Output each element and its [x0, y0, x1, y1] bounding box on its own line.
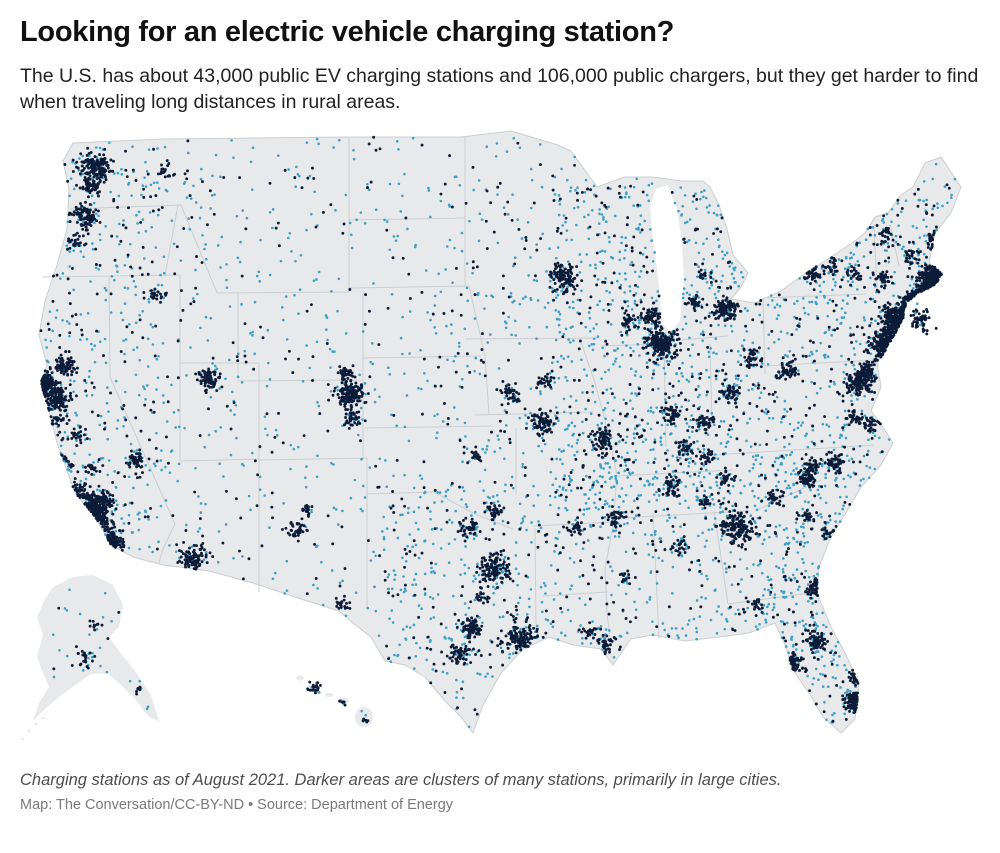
subtitle: The U.S. has about 43,000 public EV char…	[20, 65, 979, 114]
map-credit: Map: The Conversation/CC-BY-ND • Source:…	[20, 797, 454, 814]
us-ev-charging-map	[13, 125, 988, 764]
charging-station-dots-layer	[13, 125, 988, 764]
ev-charging-infographic: Looking for an electric vehicle charging…	[13, 16, 988, 814]
map-caption: Charging stations as of August 2021. Dar…	[20, 771, 782, 790]
page-title: Looking for an electric vehicle charging…	[20, 16, 675, 48]
